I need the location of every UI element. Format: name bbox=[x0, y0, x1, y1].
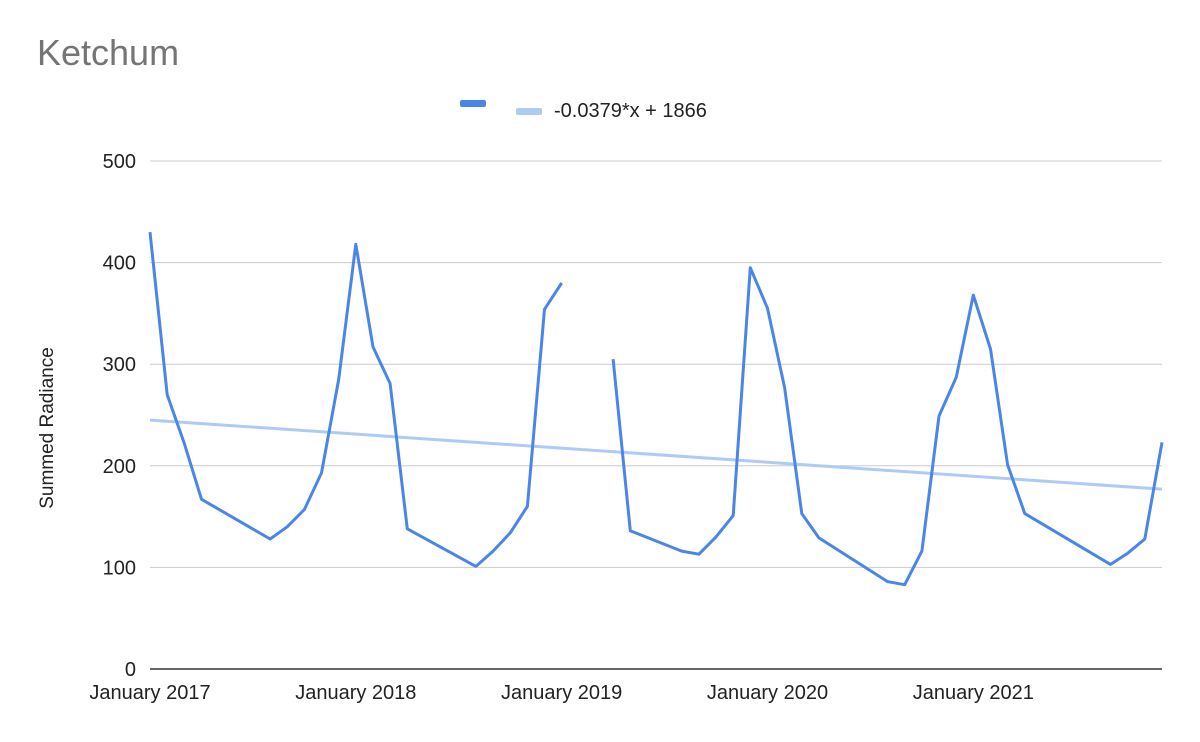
y-axis-ticks: 0 100 200 300 400 500 bbox=[103, 151, 136, 681]
legend: -0.0379*x + 1866 bbox=[0, 100, 1200, 130]
gridlines bbox=[150, 160, 1162, 568]
x-tick-label: January 2019 bbox=[501, 682, 622, 704]
x-axis-ticks: January 2017 January 2018 January 2019 Janu… bbox=[89, 682, 1034, 704]
x-tick-label: January 2020 bbox=[707, 682, 828, 704]
y-tick-label: 400 bbox=[103, 253, 136, 275]
y-tick-label: 500 bbox=[103, 151, 136, 173]
legend-item-trendline[interactable]: -0.0379*x + 1866 bbox=[516, 100, 707, 123]
x-tick-label: January 2017 bbox=[89, 682, 210, 704]
y-tick-label: 200 bbox=[103, 456, 136, 478]
trendline bbox=[149, 418, 1163, 491]
trendline-path bbox=[149, 418, 1163, 491]
chart-title: Ketchum bbox=[37, 32, 180, 73]
legend-label-trendline: -0.0379*x + 1866 bbox=[554, 100, 707, 122]
y-tick-label: 0 bbox=[125, 659, 136, 681]
legend-swatch-series bbox=[460, 100, 486, 107]
series-line-segment-2 bbox=[611, 266, 1164, 587]
legend-item-series[interactable] bbox=[460, 100, 486, 107]
series-line-segment-1 bbox=[148, 231, 563, 568]
y-tick-label: 300 bbox=[103, 354, 136, 376]
x-tick-label: January 2021 bbox=[913, 682, 1034, 704]
legend-swatch-trendline bbox=[516, 108, 542, 115]
y-tick-label: 100 bbox=[103, 557, 136, 579]
y-axis-label: Summed Radiance bbox=[37, 347, 58, 509]
series-lines bbox=[148, 231, 1164, 587]
x-tick-label: January 2018 bbox=[295, 682, 416, 704]
